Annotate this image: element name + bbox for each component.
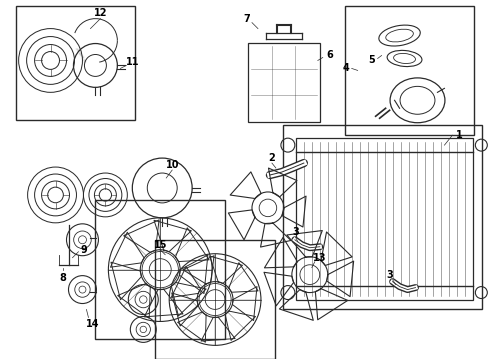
Text: 15: 15: [153, 240, 167, 250]
Text: 13: 13: [313, 253, 326, 263]
Text: 3: 3: [386, 270, 393, 280]
Text: 2: 2: [269, 153, 275, 163]
Text: 5: 5: [368, 55, 375, 66]
Bar: [248, 42, 320, 122]
Text: 9: 9: [80, 245, 87, 255]
Bar: [345, 6, 474, 135]
Text: 8: 8: [59, 273, 66, 283]
Text: 4: 4: [343, 63, 349, 73]
Text: 12: 12: [94, 8, 107, 18]
Text: 11: 11: [125, 58, 139, 67]
Text: 10: 10: [166, 160, 179, 170]
Text: 14: 14: [86, 319, 99, 329]
Bar: [296, 138, 473, 300]
Bar: [283, 125, 482, 310]
Bar: [16, 6, 135, 120]
Bar: [96, 200, 225, 339]
Bar: [155, 240, 275, 359]
Text: 1: 1: [456, 130, 463, 140]
Text: 6: 6: [326, 50, 333, 60]
Text: 3: 3: [293, 227, 299, 237]
Text: 7: 7: [244, 14, 250, 24]
